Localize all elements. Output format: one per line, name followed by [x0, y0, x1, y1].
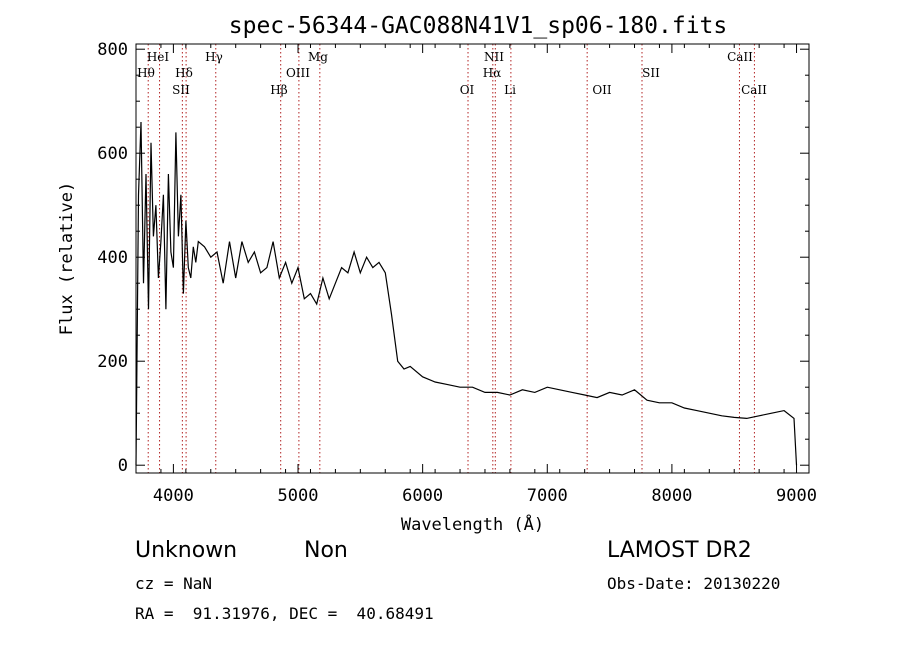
marker-label-3: SII [172, 83, 190, 97]
x-tick-label-0: 4000 [153, 486, 194, 506]
y-tick-label-2: 400 [97, 248, 128, 268]
chart-title: spec-56344-GAC088N41V1_sp06-180.fits [229, 13, 728, 39]
marker-label-6: OIII [286, 66, 310, 80]
marker-label-4: Hγ [205, 50, 223, 64]
x-tick-label-2: 6000 [402, 486, 443, 506]
x-tick-label-3: 7000 [527, 486, 568, 506]
plot-frame [135, 43, 810, 474]
y-tick-label-4: 800 [97, 40, 128, 60]
marker-label-7: Mg [308, 50, 328, 64]
marker-label-5: Hβ [270, 83, 287, 97]
marker-label-9: NII [484, 50, 504, 64]
x-tick-label-1: 5000 [278, 486, 319, 506]
object-subclass: Non [304, 538, 348, 563]
y-tick-label-1: 200 [97, 352, 128, 372]
marker-label-14: CaII [727, 50, 753, 64]
coordinates: RA = 91.31976, DEC = 40.68491 [135, 604, 434, 623]
y-axis-label: Flux (relative) [57, 182, 77, 336]
survey-name: LAMOST DR2 [607, 538, 752, 563]
marker-label-15: CaII [741, 83, 767, 97]
marker-label-2: Hδ [175, 66, 193, 80]
x-tick-label-4: 8000 [651, 486, 692, 506]
spectrum-line [135, 121, 798, 466]
cz-value: cz = NaN [135, 574, 213, 593]
y-tick-label-0: 0 [118, 456, 128, 476]
marker-label-10: Hα [483, 66, 502, 80]
marker-label-11: Li [504, 83, 516, 97]
marker-label-0: Hθ [137, 66, 155, 80]
object-class: Unknown [135, 538, 238, 563]
marker-label-1: HeI [147, 50, 170, 64]
x-axis-label: Wavelength (Å) [401, 513, 544, 535]
marker-label-12: OII [592, 83, 612, 97]
marker-label-8: OI [460, 83, 475, 97]
x-tick-label-5: 9000 [776, 486, 817, 506]
marker-label-13: SII [642, 66, 660, 80]
obs-date: Obs-Date: 20130220 [607, 574, 781, 593]
y-tick-label-3: 600 [97, 144, 128, 164]
